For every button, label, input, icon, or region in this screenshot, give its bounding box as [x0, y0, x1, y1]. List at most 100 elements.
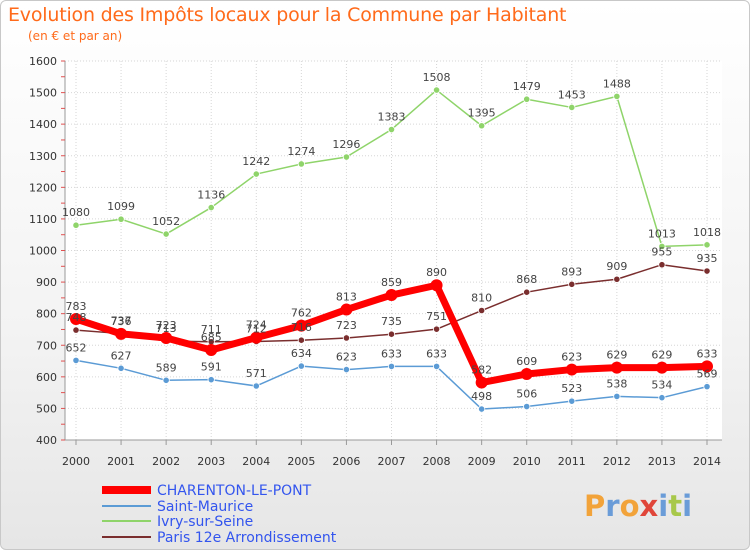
data-point-saint-maurice	[658, 394, 666, 402]
data-label-ivry-sur-seine: 1013	[648, 227, 676, 240]
logo-letter: o	[619, 489, 640, 523]
data-point-charenton-le-pont	[430, 279, 443, 292]
data-label-charenton-le-pont: 723	[156, 319, 177, 332]
data-label-saint-maurice: 627	[111, 349, 132, 362]
data-point-paris-12e-arrondissement	[387, 330, 396, 338]
data-point-ivry-sur-seine	[297, 160, 305, 168]
x-tick-label: 2005	[287, 455, 315, 468]
x-tick-label: 2009	[468, 455, 496, 468]
data-label-charenton-le-pont: 890	[426, 266, 447, 279]
y-tick-label: 1000	[29, 245, 57, 258]
data-label-ivry-sur-seine: 1296	[332, 138, 360, 151]
data-label-charenton-le-pont: 633	[697, 347, 718, 360]
data-label-saint-maurice: 534	[651, 379, 672, 392]
x-tick-label: 2002	[152, 455, 180, 468]
data-label-paris-12e-arrondissement: 748	[66, 311, 87, 324]
data-label-paris-12e-arrondissement: 713	[156, 322, 177, 335]
data-label-charenton-le-pont: 629	[606, 349, 627, 362]
data-point-saint-maurice	[387, 362, 396, 371]
data-label-ivry-sur-seine: 1383	[378, 111, 406, 124]
x-tick-label: 2011	[558, 455, 586, 468]
data-point-charenton-le-pont	[70, 313, 82, 326]
data-label-paris-12e-arrondissement: 893	[561, 265, 582, 278]
data-point-saint-maurice	[568, 397, 576, 405]
logo-letter: r	[605, 489, 620, 523]
data-point-paris-12e-arrondissement	[523, 288, 531, 296]
y-tick-label: 900	[36, 276, 57, 289]
x-tick-label: 2004	[242, 455, 270, 468]
data-label-ivry-sur-seine: 1479	[513, 80, 541, 93]
data-label-saint-maurice: 506	[516, 388, 537, 401]
y-tick-label: 500	[36, 402, 57, 415]
data-label-ivry-sur-seine: 1453	[558, 88, 586, 101]
data-label-paris-12e-arrondissement: 909	[606, 260, 627, 273]
data-label-ivry-sur-seine: 1395	[468, 107, 496, 120]
data-point-saint-maurice	[523, 402, 531, 411]
data-label-paris-12e-arrondissement: 955	[651, 246, 672, 259]
data-point-saint-maurice	[72, 356, 80, 365]
data-label-saint-maurice: 652	[66, 341, 87, 354]
data-point-saint-maurice	[117, 364, 125, 372]
data-label-paris-12e-arrondissement: 735	[381, 315, 402, 328]
data-point-paris-12e-arrondissement	[658, 261, 666, 269]
data-label-charenton-le-pont: 736	[111, 315, 132, 328]
data-label-saint-maurice: 633	[426, 347, 447, 360]
data-point-saint-maurice	[703, 383, 711, 391]
data-label-paris-12e-arrondissement: 737	[111, 315, 132, 328]
y-tick-label: 1600	[29, 55, 57, 68]
data-label-charenton-le-pont: 859	[381, 276, 402, 289]
data-point-ivry-sur-seine	[117, 215, 125, 223]
y-tick-label: 1200	[29, 181, 57, 194]
data-point-charenton-le-pont	[115, 327, 128, 340]
data-point-charenton-le-pont	[295, 319, 308, 332]
data-point-charenton-le-pont	[475, 376, 488, 389]
proxiti-logo: Proxiti	[584, 489, 692, 523]
data-point-ivry-sur-seine	[162, 230, 170, 238]
data-point-ivry-sur-seine	[658, 242, 666, 250]
logo-letter: t	[668, 489, 683, 523]
x-tick-label: 2006	[332, 455, 360, 468]
legend-label: Ivry-sur-Seine	[157, 514, 253, 530]
data-label-ivry-sur-seine: 1018	[693, 226, 721, 239]
data-label-ivry-sur-seine: 1080	[62, 206, 90, 219]
data-point-charenton-le-pont	[205, 343, 218, 356]
data-point-paris-12e-arrondissement	[478, 306, 486, 315]
data-label-ivry-sur-seine: 1052	[152, 215, 180, 228]
x-tick-label: 2000	[62, 455, 90, 468]
data-point-saint-maurice	[613, 392, 621, 401]
data-label-saint-maurice: 571	[246, 367, 267, 380]
data-label-paris-12e-arrondissement: 810	[471, 292, 492, 305]
data-point-charenton-le-pont	[701, 360, 713, 373]
data-label-ivry-sur-seine: 1136	[197, 189, 225, 202]
data-label-ivry-sur-seine: 1274	[287, 145, 315, 158]
chart-title: Evolution des Impôts locaux pour la Comm…	[8, 4, 567, 26]
data-label-paris-12e-arrondissement: 712	[246, 322, 267, 335]
data-point-ivry-sur-seine	[613, 92, 621, 100]
data-label-ivry-sur-seine: 1099	[107, 200, 135, 213]
data-label-ivry-sur-seine: 1242	[242, 155, 270, 168]
data-label-saint-maurice: 589	[156, 361, 177, 374]
data-point-paris-12e-arrondissement	[432, 325, 441, 333]
data-point-ivry-sur-seine	[703, 241, 711, 249]
data-label-saint-maurice: 569	[697, 368, 718, 381]
data-point-paris-12e-arrondissement	[297, 336, 305, 344]
y-tick-label: 1300	[29, 150, 57, 163]
data-point-paris-12e-arrondissement	[342, 334, 351, 342]
x-tick-label: 2001	[107, 455, 135, 468]
data-label-saint-maurice: 633	[381, 347, 402, 360]
data-point-charenton-le-pont	[655, 361, 668, 374]
data-point-ivry-sur-seine	[207, 203, 215, 212]
data-point-ivry-sur-seine	[568, 103, 576, 112]
data-label-charenton-le-pont: 783	[66, 300, 87, 313]
plot-area	[65, 61, 722, 440]
legend-label: Saint-Maurice	[157, 499, 253, 515]
data-label-paris-12e-arrondissement: 868	[516, 273, 537, 286]
x-tick-label: 2007	[378, 455, 406, 468]
data-point-ivry-sur-seine	[72, 221, 80, 229]
data-point-ivry-sur-seine	[387, 125, 396, 134]
data-label-paris-12e-arrondissement: 723	[336, 319, 357, 332]
data-label-charenton-le-pont: 609	[516, 355, 537, 368]
chart-subtitle: (en € et par an)	[28, 29, 123, 43]
